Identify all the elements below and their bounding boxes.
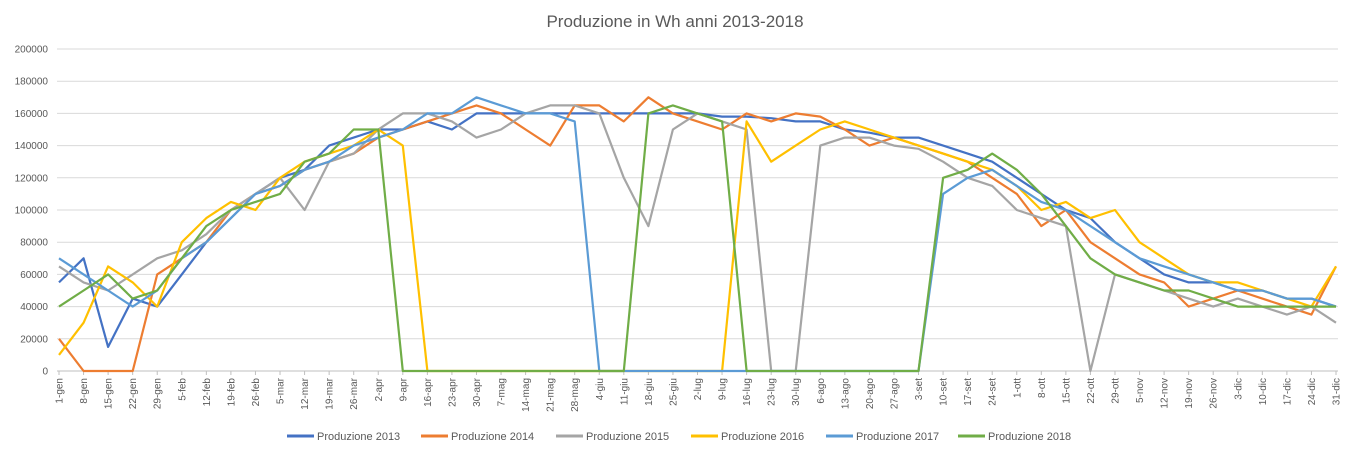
x-tick-label: 29-gen [153, 378, 164, 409]
gridlines [57, 48, 1338, 372]
x-tick-label: 4-giu [595, 378, 606, 400]
x-tick-label: 9-lug [718, 378, 729, 400]
x-tick-label: 28-mag [570, 378, 581, 412]
legend-item: Produzione 2018 [958, 431, 1071, 443]
x-tick-label: 9-apr [398, 377, 409, 401]
x-tick-label: 10-dic [1258, 378, 1269, 405]
series-line-1 [58, 112, 1337, 348]
x-tick-label: 29-ott [1110, 378, 1121, 404]
legend-label: Produzione 2015 [586, 431, 669, 443]
x-axis-ticks: 1-gen 8-gen 15-gen 22-gen 29-gen 5-feb 12-feb 1… [55, 371, 1343, 412]
x-tick-label: 22-gen [128, 378, 139, 409]
y-tick-label: 0 [42, 367, 48, 378]
x-tick-label: 24-dic [1307, 378, 1318, 405]
x-tick-label: 3-dic [1233, 378, 1244, 400]
legend: Produzione 2013 Produzione 2014 Produzione… [287, 431, 1071, 443]
x-tick-label: 1-ott [1012, 378, 1023, 398]
legend-label: Produzione 2013 [317, 431, 400, 443]
series-line-2 [58, 96, 1337, 373]
y-tick-label: 200000 [15, 45, 49, 56]
x-tick-label: 26-feb [251, 378, 262, 407]
x-tick-label: 30-lug [791, 378, 802, 406]
x-tick-label: 14-mag [521, 378, 532, 412]
x-tick-label: 17-dic [1282, 378, 1293, 405]
legend-item: Produzione 2015 [556, 431, 669, 443]
x-tick-label: 30-apr [472, 377, 483, 407]
x-tick-label: 7-mag [497, 378, 508, 406]
y-axis-ticks: 0 20000 40000 60000 80000 100000 120000 140000 1… [15, 45, 49, 378]
chart-title: Produzione in Wh anni 2013-2018 [546, 12, 803, 31]
x-tick-label: 16-apr [423, 377, 434, 407]
y-tick-label: 180000 [15, 77, 49, 88]
y-tick-label: 80000 [20, 238, 48, 249]
legend-item: Produzione 2014 [421, 431, 534, 443]
x-tick-label: 1-gen [55, 378, 66, 404]
x-tick-label: 19-nov [1184, 378, 1195, 409]
series-line-5 [58, 96, 1337, 373]
x-tick-label: 10-set [939, 378, 950, 406]
x-tick-label: 12-mar [300, 377, 311, 409]
x-tick-label: 13-ago [840, 378, 851, 410]
x-tick-label: 27-ago [889, 378, 900, 410]
y-tick-label: 100000 [15, 206, 49, 217]
x-tick-label: 15-ott [1061, 378, 1072, 404]
x-tick-label: 17-set [963, 378, 974, 406]
x-tick-label: 20-ago [865, 378, 876, 410]
x-tick-label: 16-lug [742, 378, 753, 406]
x-tick-label: 5-nov [1135, 378, 1146, 403]
x-tick-label: 24-set [988, 378, 999, 406]
x-tick-label: 12-nov [1160, 378, 1171, 409]
legend-label: Produzione 2017 [856, 431, 939, 443]
y-tick-label: 160000 [15, 109, 49, 120]
legend-label: Produzione 2016 [721, 431, 804, 443]
y-tick-label: 20000 [20, 334, 48, 345]
x-tick-label: 19-mar [325, 377, 336, 409]
legend-label: Produzione 2018 [988, 431, 1071, 443]
x-tick-label: 23-lug [767, 378, 778, 406]
x-tick-label: 2-lug [693, 378, 704, 400]
series-line-4 [58, 120, 1337, 373]
x-tick-label: 6-ago [816, 378, 827, 404]
x-tick-label: 12-feb [202, 378, 213, 407]
legend-label: Produzione 2014 [451, 431, 534, 443]
x-tick-label: 5-feb [177, 378, 188, 401]
x-tick-label: 8-ott [1037, 378, 1048, 398]
x-tick-label: 31-dic [1332, 378, 1343, 405]
x-tick-label: 18-giu [644, 378, 655, 406]
x-tick-label: 3-set [914, 378, 925, 400]
x-tick-label: 26-mar [349, 377, 360, 409]
x-tick-label: 11-giu [619, 378, 630, 405]
x-tick-label: 15-gen [104, 378, 115, 409]
series-lines [58, 96, 1337, 373]
legend-item: Produzione 2013 [287, 431, 400, 443]
legend-item: Produzione 2016 [691, 431, 804, 443]
legend-item: Produzione 2017 [826, 431, 939, 443]
y-tick-label: 40000 [20, 302, 48, 313]
x-tick-label: 19-feb [226, 378, 237, 407]
x-tick-label: 25-giu [668, 378, 679, 406]
x-tick-label: 23-apr [447, 377, 458, 407]
x-tick-label: 22-ott [1086, 378, 1097, 404]
y-tick-label: 60000 [20, 270, 48, 281]
y-tick-label: 120000 [15, 173, 49, 184]
x-tick-label: 8-gen [79, 378, 90, 404]
x-tick-label: 21-mag [546, 378, 557, 412]
x-tick-label: 5-mar [276, 377, 287, 404]
x-tick-label: 2-apr [374, 377, 385, 401]
y-tick-label: 140000 [15, 141, 49, 152]
series-line-6 [58, 104, 1336, 373]
x-tick-label: 26-nov [1209, 378, 1220, 409]
